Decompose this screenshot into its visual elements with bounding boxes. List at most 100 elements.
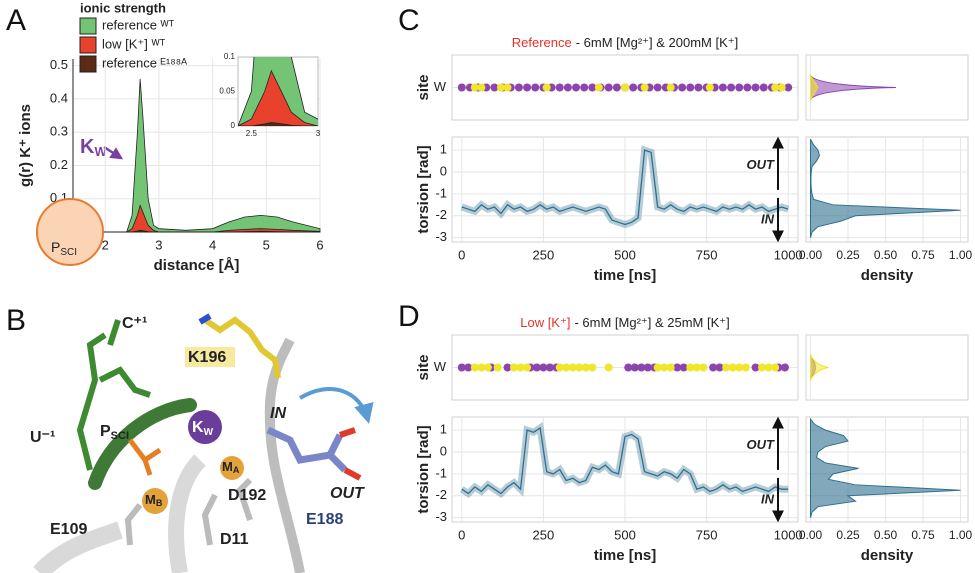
- legend-label: reference ᵂᵀ: [102, 17, 175, 32]
- x-tick-label: 0: [458, 247, 465, 262]
- line: [461, 426, 789, 495]
- site-point: [562, 363, 571, 372]
- inset-y-tick-label: 0.1: [224, 52, 236, 61]
- site-point: [735, 363, 744, 372]
- x-tick-label: 1000: [774, 527, 803, 542]
- site-point: [457, 83, 466, 92]
- plot-panel: [805, 334, 969, 401]
- site-point: [581, 363, 590, 372]
- y-axis-label: torsion [rad]: [415, 145, 432, 233]
- x-tick-label: 2: [102, 237, 109, 252]
- site-point: [694, 83, 703, 92]
- site-point: [660, 363, 669, 372]
- state-label: OUT: [747, 437, 776, 452]
- site-point: [705, 83, 714, 92]
- site-point: [514, 83, 523, 92]
- x-tick-label: 0.00: [799, 528, 823, 542]
- y-tick-label: 0.2: [50, 157, 68, 172]
- site-point: [523, 363, 532, 372]
- site-point: [715, 363, 724, 372]
- site-point: [523, 83, 532, 92]
- site-point: [496, 83, 505, 92]
- y-tick-label: -2: [435, 487, 447, 502]
- x-tick-label: 5: [263, 237, 270, 252]
- x-tick-label: 500: [614, 527, 636, 542]
- site-point: [516, 363, 525, 372]
- site-point: [555, 363, 564, 372]
- site-point: [490, 83, 499, 92]
- p-sci-label: PSCI: [51, 239, 77, 258]
- site-point: [545, 363, 554, 372]
- site-point: [503, 363, 512, 372]
- plot-panel: [805, 136, 969, 243]
- site-point: [679, 363, 688, 372]
- site-point: [673, 363, 682, 372]
- x-tick-label: 750: [696, 527, 718, 542]
- chart-subtitle: Low [K⁺] - 6mM [Mg²⁺] & 25mM [K⁺]: [520, 315, 730, 330]
- p-sci-main: P: [51, 239, 60, 255]
- y-tick-label: -1: [435, 185, 447, 200]
- state-label: IN: [761, 212, 775, 227]
- x-tick-label: 6: [316, 237, 323, 252]
- subtitle-rest: - 6mM [Mg²⁺] & 200mM [K⁺]: [576, 35, 739, 50]
- site-point: [464, 363, 473, 372]
- structure-label: E109: [50, 521, 87, 538]
- site-point: [493, 363, 502, 372]
- structure-label: U⁻¹: [30, 429, 55, 446]
- site-point: [735, 83, 744, 92]
- site-point: [728, 363, 737, 372]
- structure-label: PSCI: [100, 423, 129, 442]
- x-tick-label: 1.00: [949, 528, 973, 542]
- site-density: [810, 353, 829, 382]
- area: [73, 78, 321, 233]
- y-tick-label: 1: [440, 142, 447, 157]
- site-point: [686, 363, 695, 372]
- site-point: [531, 83, 540, 92]
- state-label: IN: [761, 492, 775, 507]
- area: [238, 69, 318, 126]
- x-tick-label: 0: [458, 527, 465, 542]
- p-sci-marker: [36, 198, 104, 266]
- x-tick-label: 1.00: [949, 248, 973, 262]
- site-point: [539, 363, 548, 372]
- site-point: [771, 83, 780, 92]
- site-point: [483, 363, 492, 372]
- site-point: [629, 83, 638, 92]
- legend-title: ionic strength: [80, 0, 166, 15]
- x-tick-label: 0.25: [836, 528, 860, 542]
- kw-annotation: KW: [80, 136, 107, 159]
- x-tick-label: 250: [533, 247, 555, 262]
- y-tick-label: 0: [440, 443, 447, 458]
- site-point: [477, 363, 486, 372]
- x-tick-label: 0.50: [874, 528, 898, 542]
- structure-label: MA: [222, 459, 240, 475]
- site-point: [470, 83, 479, 92]
- site-point: [666, 83, 675, 92]
- x-tick-label: 0.50: [874, 248, 898, 262]
- site-point: [751, 363, 760, 372]
- inset-x-tick-label: 3: [316, 129, 321, 138]
- legend-label: reference ᴱ¹⁸⁸ᴬ: [102, 55, 187, 70]
- site-point: [709, 363, 718, 372]
- y-axis-label: site: [415, 75, 432, 101]
- panel-label: A: [6, 4, 26, 37]
- site-point: [503, 83, 512, 92]
- y-axis-label: g(r) K⁺ ions: [17, 104, 34, 187]
- site-point: [727, 83, 736, 92]
- density-area: [810, 138, 961, 238]
- x-axis-label: time [ns]: [594, 267, 657, 284]
- x-axis-label: distance [Å]: [154, 257, 240, 274]
- y-axis-label: site: [415, 355, 432, 381]
- site-point: [572, 83, 581, 92]
- x-tick-label: 0.25: [836, 248, 860, 262]
- density-area: [810, 417, 961, 518]
- site-point: [594, 83, 603, 92]
- site-point: [568, 363, 577, 372]
- site-point: [640, 83, 649, 92]
- site-point: [764, 363, 773, 372]
- structure-label-main: P: [100, 423, 111, 440]
- y-tick-label: -1: [435, 465, 447, 480]
- site-point: [555, 83, 564, 92]
- y-tick-label: 1: [440, 422, 447, 437]
